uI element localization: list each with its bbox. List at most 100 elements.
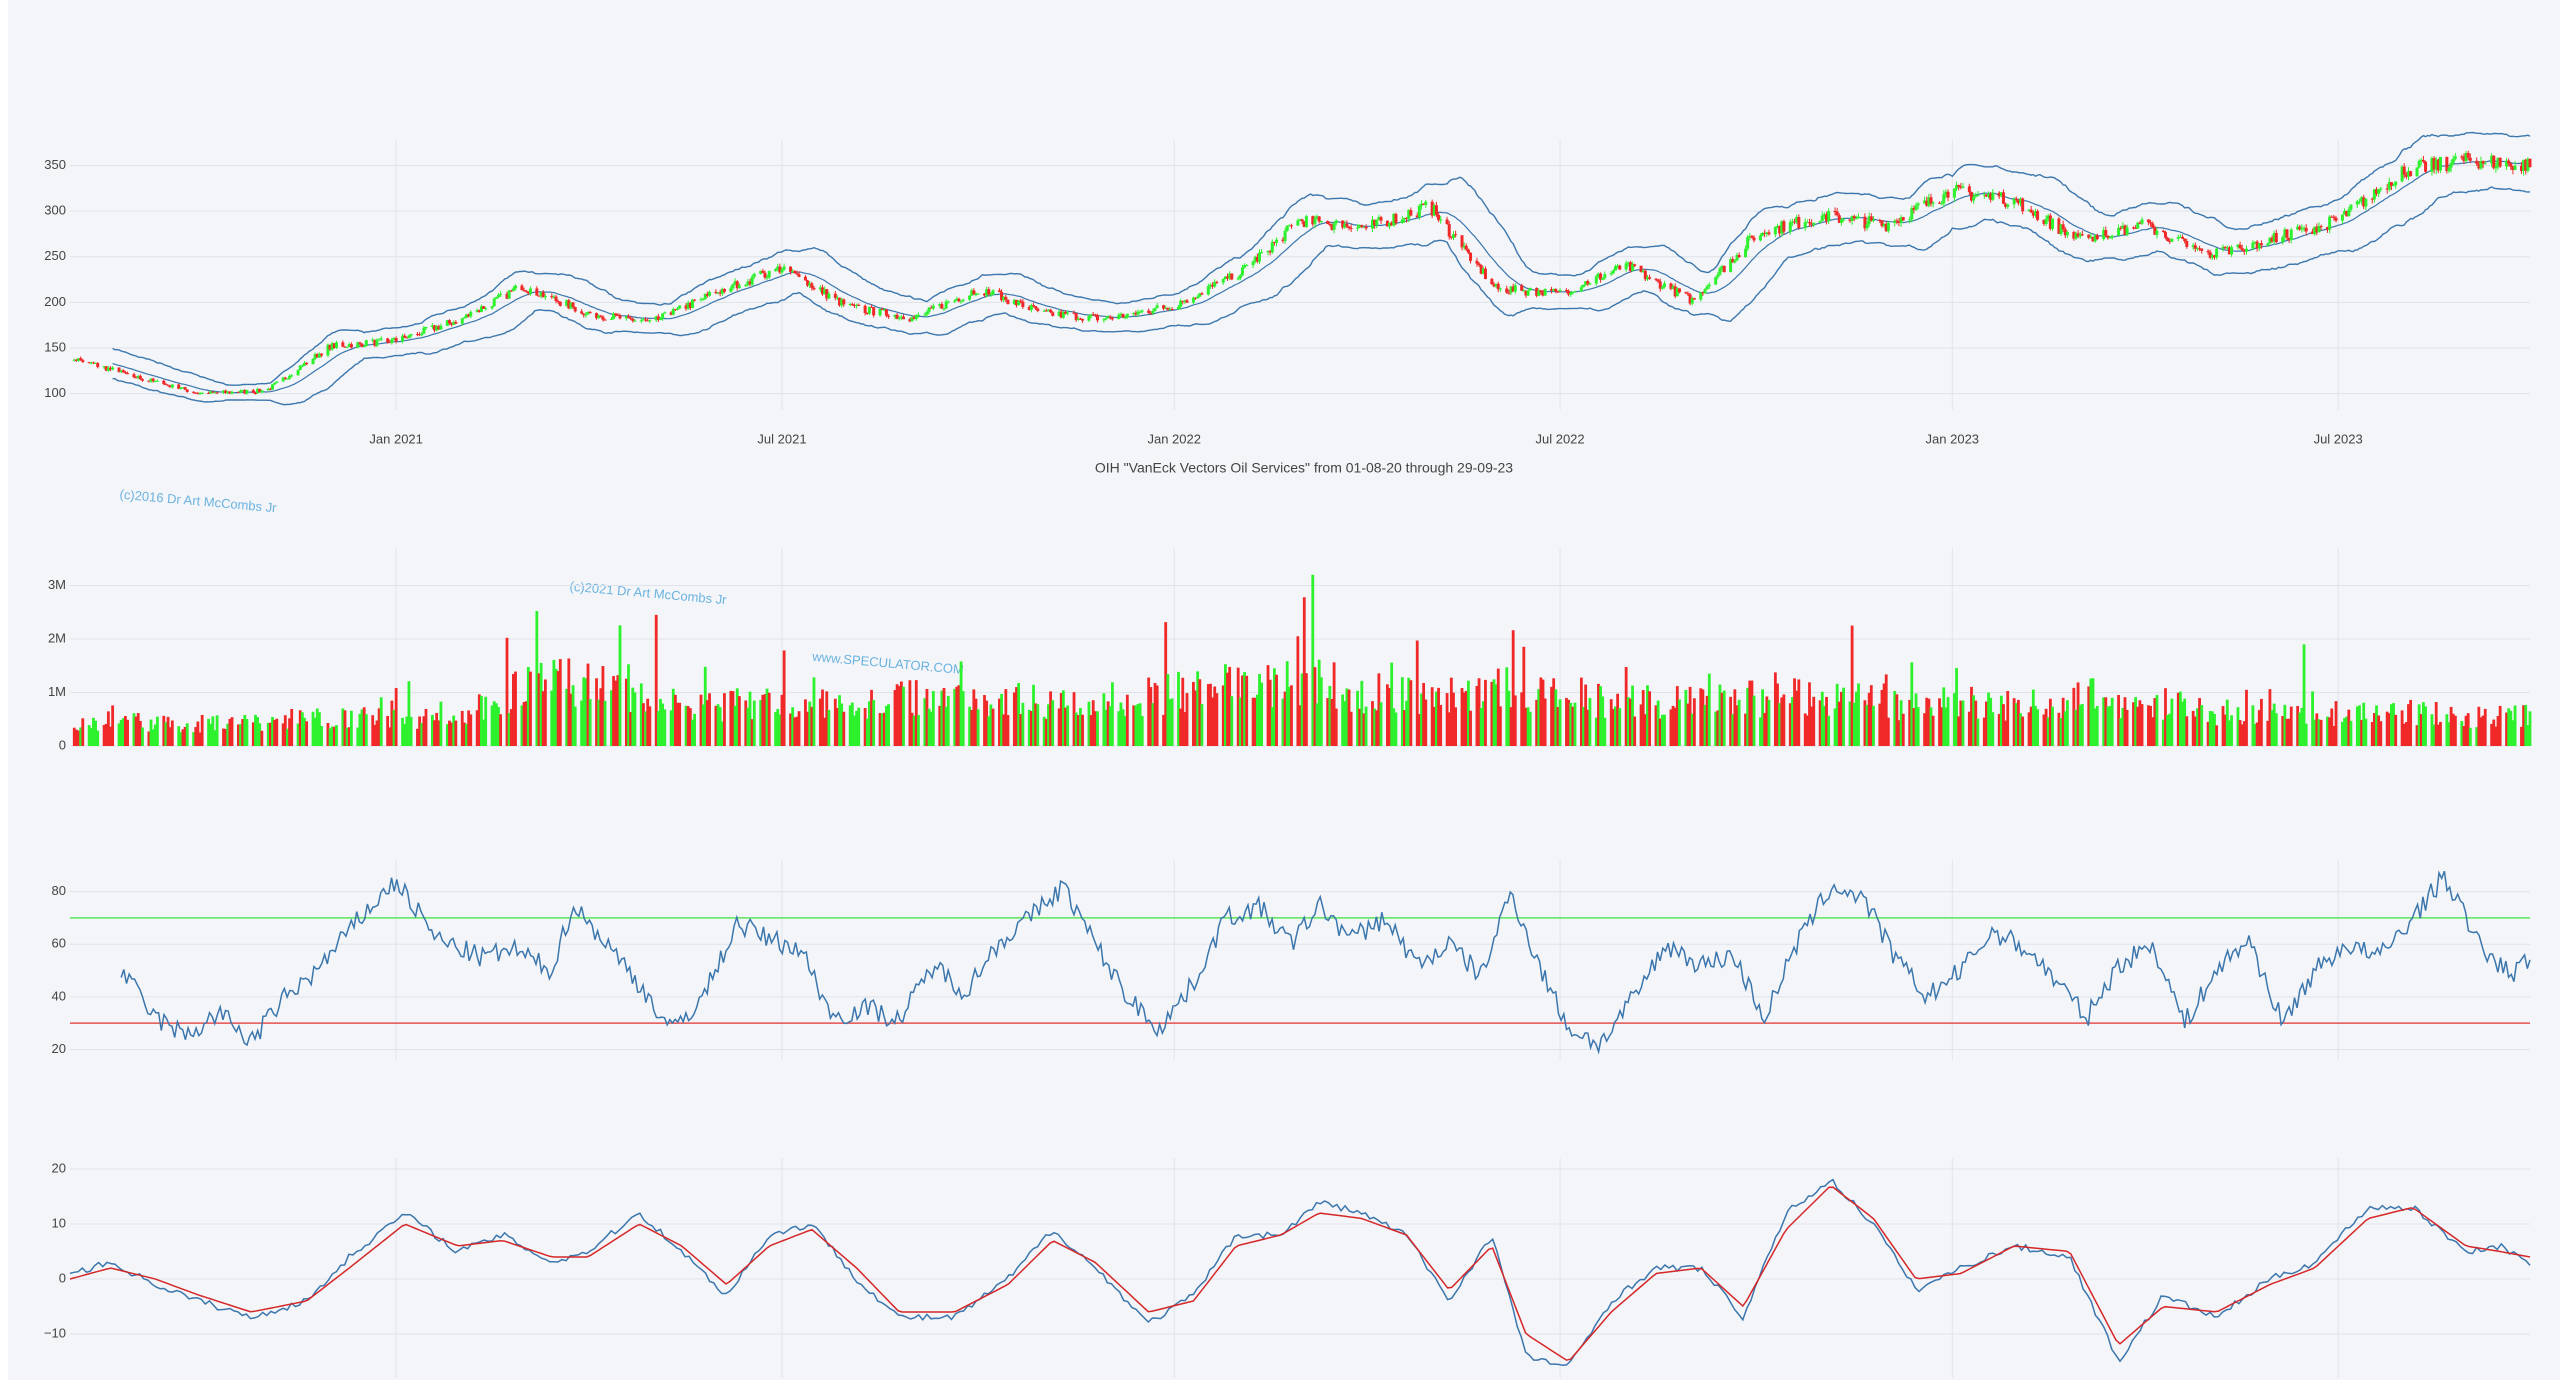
candle-body (810, 283, 814, 288)
candle-body (2102, 230, 2106, 240)
y-tick-label: 80 (52, 883, 66, 898)
volume-bar (1119, 702, 1123, 746)
candle-body (520, 285, 524, 291)
volume-bar (573, 706, 577, 746)
candle-body (379, 338, 383, 340)
volume-bar (1765, 696, 1769, 746)
candle-body (1464, 245, 1468, 250)
volume-bar (106, 711, 110, 746)
volume-bar (529, 671, 532, 746)
candle-body (1313, 218, 1317, 225)
volume-bar (1196, 671, 1200, 746)
volume-bar (2006, 691, 2010, 746)
candle-body (2430, 158, 2434, 172)
candle-body (253, 392, 257, 394)
candle-body (1492, 284, 1496, 287)
volume-bar (2185, 716, 2189, 746)
volume-bar (603, 700, 607, 746)
volume-bar (2289, 706, 2293, 746)
candle-body (1699, 292, 1703, 300)
volume-bar (1944, 707, 1948, 746)
volume-bar (1313, 667, 1317, 746)
candle-body (228, 391, 232, 394)
candle-body (870, 306, 874, 308)
candle-body (1296, 220, 1300, 226)
candle-body (1987, 193, 1991, 197)
volume-bar (2161, 719, 2165, 746)
volume-bar (1123, 716, 1127, 746)
y-tick-label: 150 (44, 339, 66, 354)
candle-body (464, 314, 468, 318)
volume-bar (850, 702, 854, 746)
volume-bar (780, 694, 784, 746)
volume-bar (1079, 707, 1082, 746)
candle-body (2191, 245, 2195, 247)
volume-bar (808, 701, 812, 746)
candle-body (550, 296, 554, 298)
candle-body (690, 299, 694, 308)
volume-bar (554, 668, 558, 746)
volume-bar (1820, 691, 1824, 746)
volume-bar (669, 710, 673, 746)
volume-bar (1982, 717, 1986, 746)
candle-body (1240, 267, 1244, 276)
candle-body (251, 390, 255, 393)
candle-body (200, 392, 204, 394)
volume-bar (731, 691, 735, 746)
candle-body (897, 317, 901, 319)
candle-body (985, 289, 989, 296)
volume-bar (2287, 718, 2291, 746)
candle-body (2340, 214, 2344, 221)
x-tick-label: Jan 2022 (1147, 431, 1201, 446)
volume-bar (897, 686, 901, 746)
candle-body (1349, 228, 1353, 230)
candle-body (750, 276, 754, 285)
volume-bar (192, 732, 196, 746)
y-tick-label: 3M (48, 577, 66, 592)
candle-body (1571, 291, 1575, 293)
candle-body (168, 385, 172, 388)
candle-body (2468, 157, 2472, 161)
candle-body (1967, 186, 1971, 193)
volume-bar (511, 674, 515, 746)
candle-body (2302, 227, 2306, 229)
candle-body (2400, 166, 2404, 182)
candle-body (121, 370, 125, 373)
candle-body (341, 342, 345, 347)
candle-body (320, 353, 324, 356)
volume-bar (1268, 679, 1272, 746)
candle-body (1270, 242, 1274, 253)
volume-bar (303, 717, 306, 746)
volume-bar (1290, 685, 1293, 746)
volume-bar (763, 694, 767, 746)
volume-bar (358, 713, 362, 746)
candle-body (328, 344, 332, 350)
candle-body (1716, 274, 1720, 278)
candle-body (1059, 311, 1063, 318)
candle-body (1780, 221, 1784, 234)
candle-body (505, 293, 509, 299)
volume-bar (424, 708, 428, 746)
candle-body (109, 367, 113, 370)
volume-bar (703, 666, 707, 746)
volume-bar (2477, 706, 2481, 746)
candle-body (631, 318, 635, 321)
volume-bar (1528, 711, 1532, 746)
candle-body (997, 290, 1001, 292)
volume-bar (2245, 689, 2248, 746)
candle-body (433, 325, 437, 331)
volume-bar (735, 688, 739, 746)
volume-bar (437, 720, 441, 746)
y-tick-label: 60 (52, 936, 66, 951)
volume-bar (552, 659, 556, 746)
y-tick-label: −10 (44, 1325, 66, 1340)
candle-body (987, 289, 991, 295)
candle-body (1091, 314, 1095, 316)
volume-bar (708, 693, 711, 746)
candle-body (1737, 255, 1741, 258)
volume-bar (92, 717, 95, 746)
candle-body (556, 301, 560, 303)
candle-body (430, 325, 434, 327)
candle-body (1394, 213, 1398, 223)
candle-body (1733, 260, 1737, 263)
